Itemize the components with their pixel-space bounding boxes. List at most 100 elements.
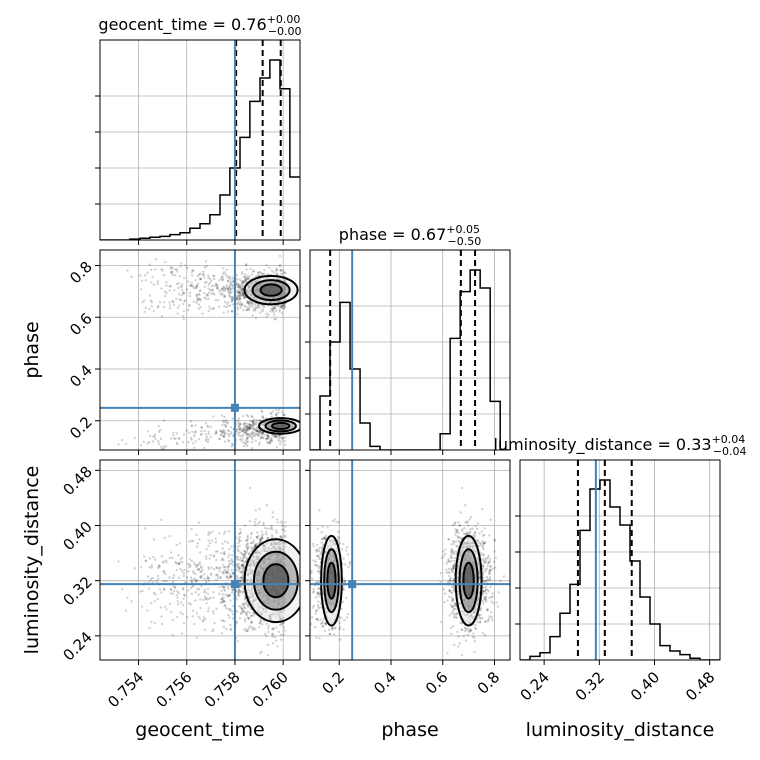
sample-point bbox=[214, 282, 218, 286]
sample-point bbox=[240, 272, 244, 276]
sample-point bbox=[243, 617, 247, 621]
sample-point bbox=[343, 580, 347, 583]
sample-point bbox=[250, 424, 254, 427]
sample-point bbox=[247, 433, 251, 436]
sample-point bbox=[173, 586, 177, 590]
sample-point bbox=[310, 622, 313, 626]
sample-point bbox=[193, 435, 196, 438]
sample-point bbox=[229, 562, 233, 565]
sample-point bbox=[199, 298, 202, 301]
sample-point bbox=[221, 547, 224, 550]
sample-point bbox=[156, 280, 160, 283]
sample-point bbox=[239, 294, 242, 297]
sample-point bbox=[214, 284, 218, 288]
sample-point bbox=[245, 308, 248, 312]
sample-point bbox=[202, 446, 206, 450]
sample-point bbox=[183, 291, 186, 295]
sample-point bbox=[228, 289, 231, 292]
sample-point bbox=[280, 305, 283, 309]
sample-point bbox=[196, 285, 199, 288]
sample-point bbox=[237, 541, 240, 545]
sample-point bbox=[229, 599, 232, 602]
sample-point bbox=[493, 538, 496, 541]
sample-point bbox=[271, 635, 274, 638]
sample-point bbox=[283, 529, 287, 533]
sample-point bbox=[160, 622, 164, 626]
sample-point bbox=[265, 504, 269, 507]
sample-point bbox=[231, 588, 234, 591]
sample-point bbox=[249, 536, 253, 539]
sample-point bbox=[483, 586, 486, 590]
sample-point bbox=[181, 586, 185, 590]
sample-point bbox=[195, 301, 198, 304]
sample-point bbox=[253, 307, 257, 311]
sample-point bbox=[241, 566, 245, 569]
sample-point bbox=[282, 303, 286, 307]
sample-point bbox=[196, 282, 200, 285]
sample-point bbox=[323, 537, 327, 541]
truth-point bbox=[230, 403, 239, 412]
sample-point bbox=[192, 286, 195, 289]
sample-point bbox=[314, 612, 317, 615]
sample-point bbox=[218, 569, 221, 573]
sample-point bbox=[315, 550, 318, 553]
sample-point bbox=[274, 435, 277, 439]
sample-point bbox=[244, 560, 248, 564]
sample-point bbox=[481, 546, 485, 549]
sample-point bbox=[227, 301, 230, 304]
sample-point bbox=[273, 318, 276, 321]
sample-point bbox=[194, 572, 197, 576]
sample-point bbox=[215, 286, 219, 289]
sample-point bbox=[455, 544, 458, 548]
sample-point bbox=[460, 536, 463, 540]
sample-point bbox=[169, 551, 173, 554]
sample-point bbox=[223, 415, 226, 419]
sample-point bbox=[212, 590, 215, 594]
sample-point bbox=[183, 568, 186, 572]
sample-point bbox=[260, 435, 263, 438]
sample-point bbox=[239, 297, 242, 300]
sample-point bbox=[202, 618, 205, 622]
sample-point bbox=[224, 604, 227, 607]
sample-point bbox=[147, 430, 150, 433]
sample-point bbox=[231, 443, 234, 447]
sample-point bbox=[258, 537, 262, 541]
sample-point bbox=[255, 543, 258, 546]
sample-point bbox=[243, 550, 247, 553]
sample-point bbox=[244, 606, 247, 610]
sample-point bbox=[195, 636, 198, 639]
sample-point bbox=[223, 550, 226, 554]
sample-point bbox=[242, 556, 245, 559]
sample-point bbox=[180, 632, 184, 635]
sample-point bbox=[317, 549, 321, 553]
sample-point bbox=[244, 280, 247, 283]
sample-point bbox=[203, 285, 206, 288]
sample-point bbox=[282, 621, 285, 625]
sample-point bbox=[240, 287, 244, 290]
sample-point bbox=[267, 434, 270, 437]
sample-point bbox=[189, 603, 193, 606]
sample-point bbox=[221, 597, 224, 600]
sample-point bbox=[192, 269, 195, 272]
sample-point bbox=[246, 542, 249, 545]
sample-point bbox=[229, 278, 232, 281]
sample-point bbox=[226, 577, 230, 580]
sample-point bbox=[144, 306, 147, 310]
sample-point bbox=[236, 306, 240, 309]
sample-point bbox=[230, 431, 233, 434]
sample-point bbox=[460, 486, 464, 490]
sample-point bbox=[479, 552, 483, 555]
sample-point bbox=[244, 596, 247, 600]
sample-point bbox=[250, 414, 253, 418]
sample-point bbox=[447, 538, 450, 541]
sample-point bbox=[212, 567, 216, 571]
sample-point bbox=[342, 578, 346, 581]
truth-point bbox=[230, 580, 239, 589]
sample-point bbox=[183, 581, 187, 584]
panel-frame bbox=[309, 249, 511, 451]
sample-point bbox=[195, 545, 199, 548]
sample-point bbox=[278, 442, 282, 446]
sample-point bbox=[188, 291, 192, 295]
sample-point bbox=[120, 438, 124, 442]
sample-point bbox=[226, 541, 230, 544]
